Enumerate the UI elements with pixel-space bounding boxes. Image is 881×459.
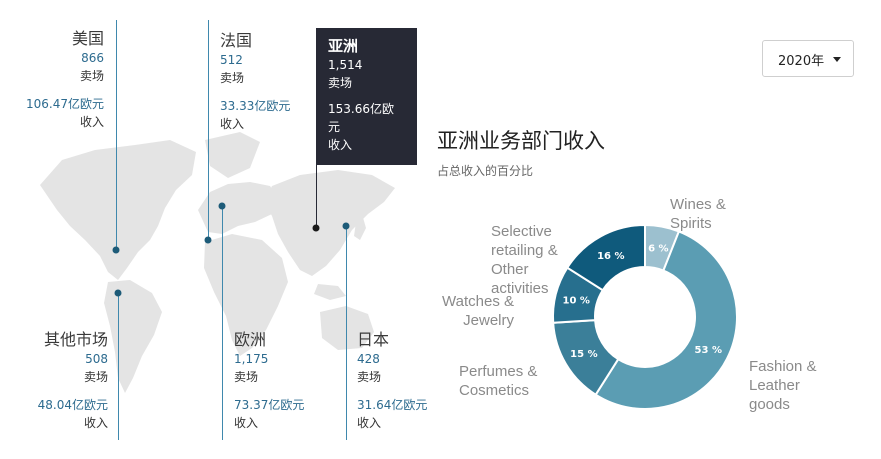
donut-category-label: Watches & Jewelry bbox=[442, 293, 514, 329]
region-revenue: 33.33亿欧元 bbox=[220, 99, 291, 113]
region-stores-label: 卖场 bbox=[83, 370, 108, 384]
year-select[interactable]: 2020年 bbox=[762, 40, 854, 77]
donut-category-label: Wines & Spirits bbox=[670, 196, 726, 232]
marker-france[interactable] bbox=[204, 236, 212, 244]
marker-usa[interactable] bbox=[112, 246, 120, 254]
region-stores: 512 bbox=[220, 53, 243, 67]
japan-shape bbox=[354, 214, 366, 240]
greenland-shape bbox=[205, 132, 260, 178]
donut-percent-label: 53 % bbox=[695, 345, 722, 356]
tooltip-stores-label: 卖场 bbox=[328, 76, 353, 90]
donut-chart: 6 % 53 % 15 % 10 % 16 % Wines & Spirits Fashio… bbox=[442, 196, 817, 413]
region-stores: 508 bbox=[85, 352, 108, 366]
se-asia-shape bbox=[314, 284, 346, 300]
donut-percent-label: 16 % bbox=[597, 251, 624, 262]
marker-japan[interactable] bbox=[342, 222, 350, 230]
region-name: 其他市场 bbox=[43, 330, 108, 349]
region-stores: 866 bbox=[81, 51, 104, 65]
donut-percent-labels: 6 % 53 % 15 % 10 % 16 % bbox=[563, 243, 722, 360]
asia-shape bbox=[264, 170, 395, 276]
region-usa: 美国 866 卖场 106.47亿欧元 收入 bbox=[18, 29, 104, 131]
donut-segment[interactable] bbox=[594, 230, 739, 410]
region-revenue-label: 收入 bbox=[357, 416, 382, 430]
region-name: 美国 bbox=[71, 29, 104, 48]
region-revenue: 48.04亿欧元 bbox=[37, 398, 108, 412]
leader-lines bbox=[116, 20, 347, 440]
region-stores-label: 卖场 bbox=[79, 69, 104, 83]
region-name: 欧洲 bbox=[234, 330, 267, 349]
region-stores: 428 bbox=[357, 352, 380, 366]
tooltip-revenue: 153.66亿欧 bbox=[328, 102, 394, 116]
year-select-value: 2020年 bbox=[778, 54, 825, 69]
asia-tooltip: 亚洲 1,514 卖场 153.66亿欧 元 收入 bbox=[316, 28, 417, 165]
donut-category-label: Selective retailing & Other activities bbox=[491, 223, 558, 297]
donut-percent-label: 10 % bbox=[563, 295, 590, 306]
region-stores-label: 卖场 bbox=[357, 370, 382, 384]
marker-other[interactable] bbox=[114, 289, 122, 297]
marker-europe[interactable] bbox=[218, 202, 226, 210]
caret-down-icon bbox=[833, 57, 841, 62]
donut-segments bbox=[552, 223, 739, 410]
region-europe: 欧洲 1,175 卖场 73.37亿欧元 收入 bbox=[234, 330, 324, 432]
tooltip-region-name: 亚洲 bbox=[328, 37, 359, 55]
region-name: 日本 bbox=[357, 330, 390, 349]
region-japan: 日本 428 卖场 31.64亿欧元 收入 bbox=[357, 330, 447, 432]
donut-category-label: Perfumes & Cosmetics bbox=[459, 363, 537, 399]
region-revenue: 106.47亿欧元 bbox=[26, 97, 104, 111]
region-other-markets: 其他市场 508 卖场 48.04亿欧元 收入 bbox=[10, 330, 108, 432]
region-stores-label: 卖场 bbox=[220, 71, 245, 85]
donut-category-labels: Wines & Spirits Fashion & Leather goods Perfu… bbox=[442, 196, 817, 413]
tooltip-revenue-label: 收入 bbox=[328, 138, 353, 152]
region-france: 法国 512 卖场 33.33亿欧元 收入 bbox=[220, 31, 310, 133]
region-name: 法国 bbox=[220, 31, 253, 50]
region-revenue-label: 收入 bbox=[79, 115, 104, 129]
region-revenue-label: 收入 bbox=[220, 117, 245, 131]
region-revenue: 31.64亿欧元 bbox=[357, 398, 428, 412]
donut-segment[interactable] bbox=[565, 223, 646, 292]
europe-shape bbox=[198, 182, 280, 234]
africa-shape bbox=[204, 234, 288, 356]
chart-subtitle: 占总收入的百分比 bbox=[437, 164, 534, 178]
tooltip-stores: 1,514 bbox=[328, 58, 363, 72]
region-revenue-label: 收入 bbox=[234, 416, 259, 430]
donut-percent-label: 15 % bbox=[570, 349, 597, 360]
tooltip-revenue-cont: 元 bbox=[328, 120, 341, 134]
region-stores: 1,175 bbox=[234, 352, 269, 366]
north-america-shape bbox=[40, 140, 196, 280]
region-revenue: 73.37亿欧元 bbox=[234, 398, 305, 412]
chart-title: 亚洲业务部门收入 bbox=[437, 129, 605, 153]
donut-category-label: Fashion & Leather goods bbox=[749, 358, 817, 413]
marker-asia[interactable] bbox=[312, 224, 320, 232]
south-america-shape bbox=[104, 280, 162, 393]
markers bbox=[112, 202, 350, 297]
region-revenue-label: 收入 bbox=[83, 416, 108, 430]
donut-percent-label: 6 % bbox=[648, 243, 668, 254]
region-stores-label: 卖场 bbox=[234, 370, 259, 384]
